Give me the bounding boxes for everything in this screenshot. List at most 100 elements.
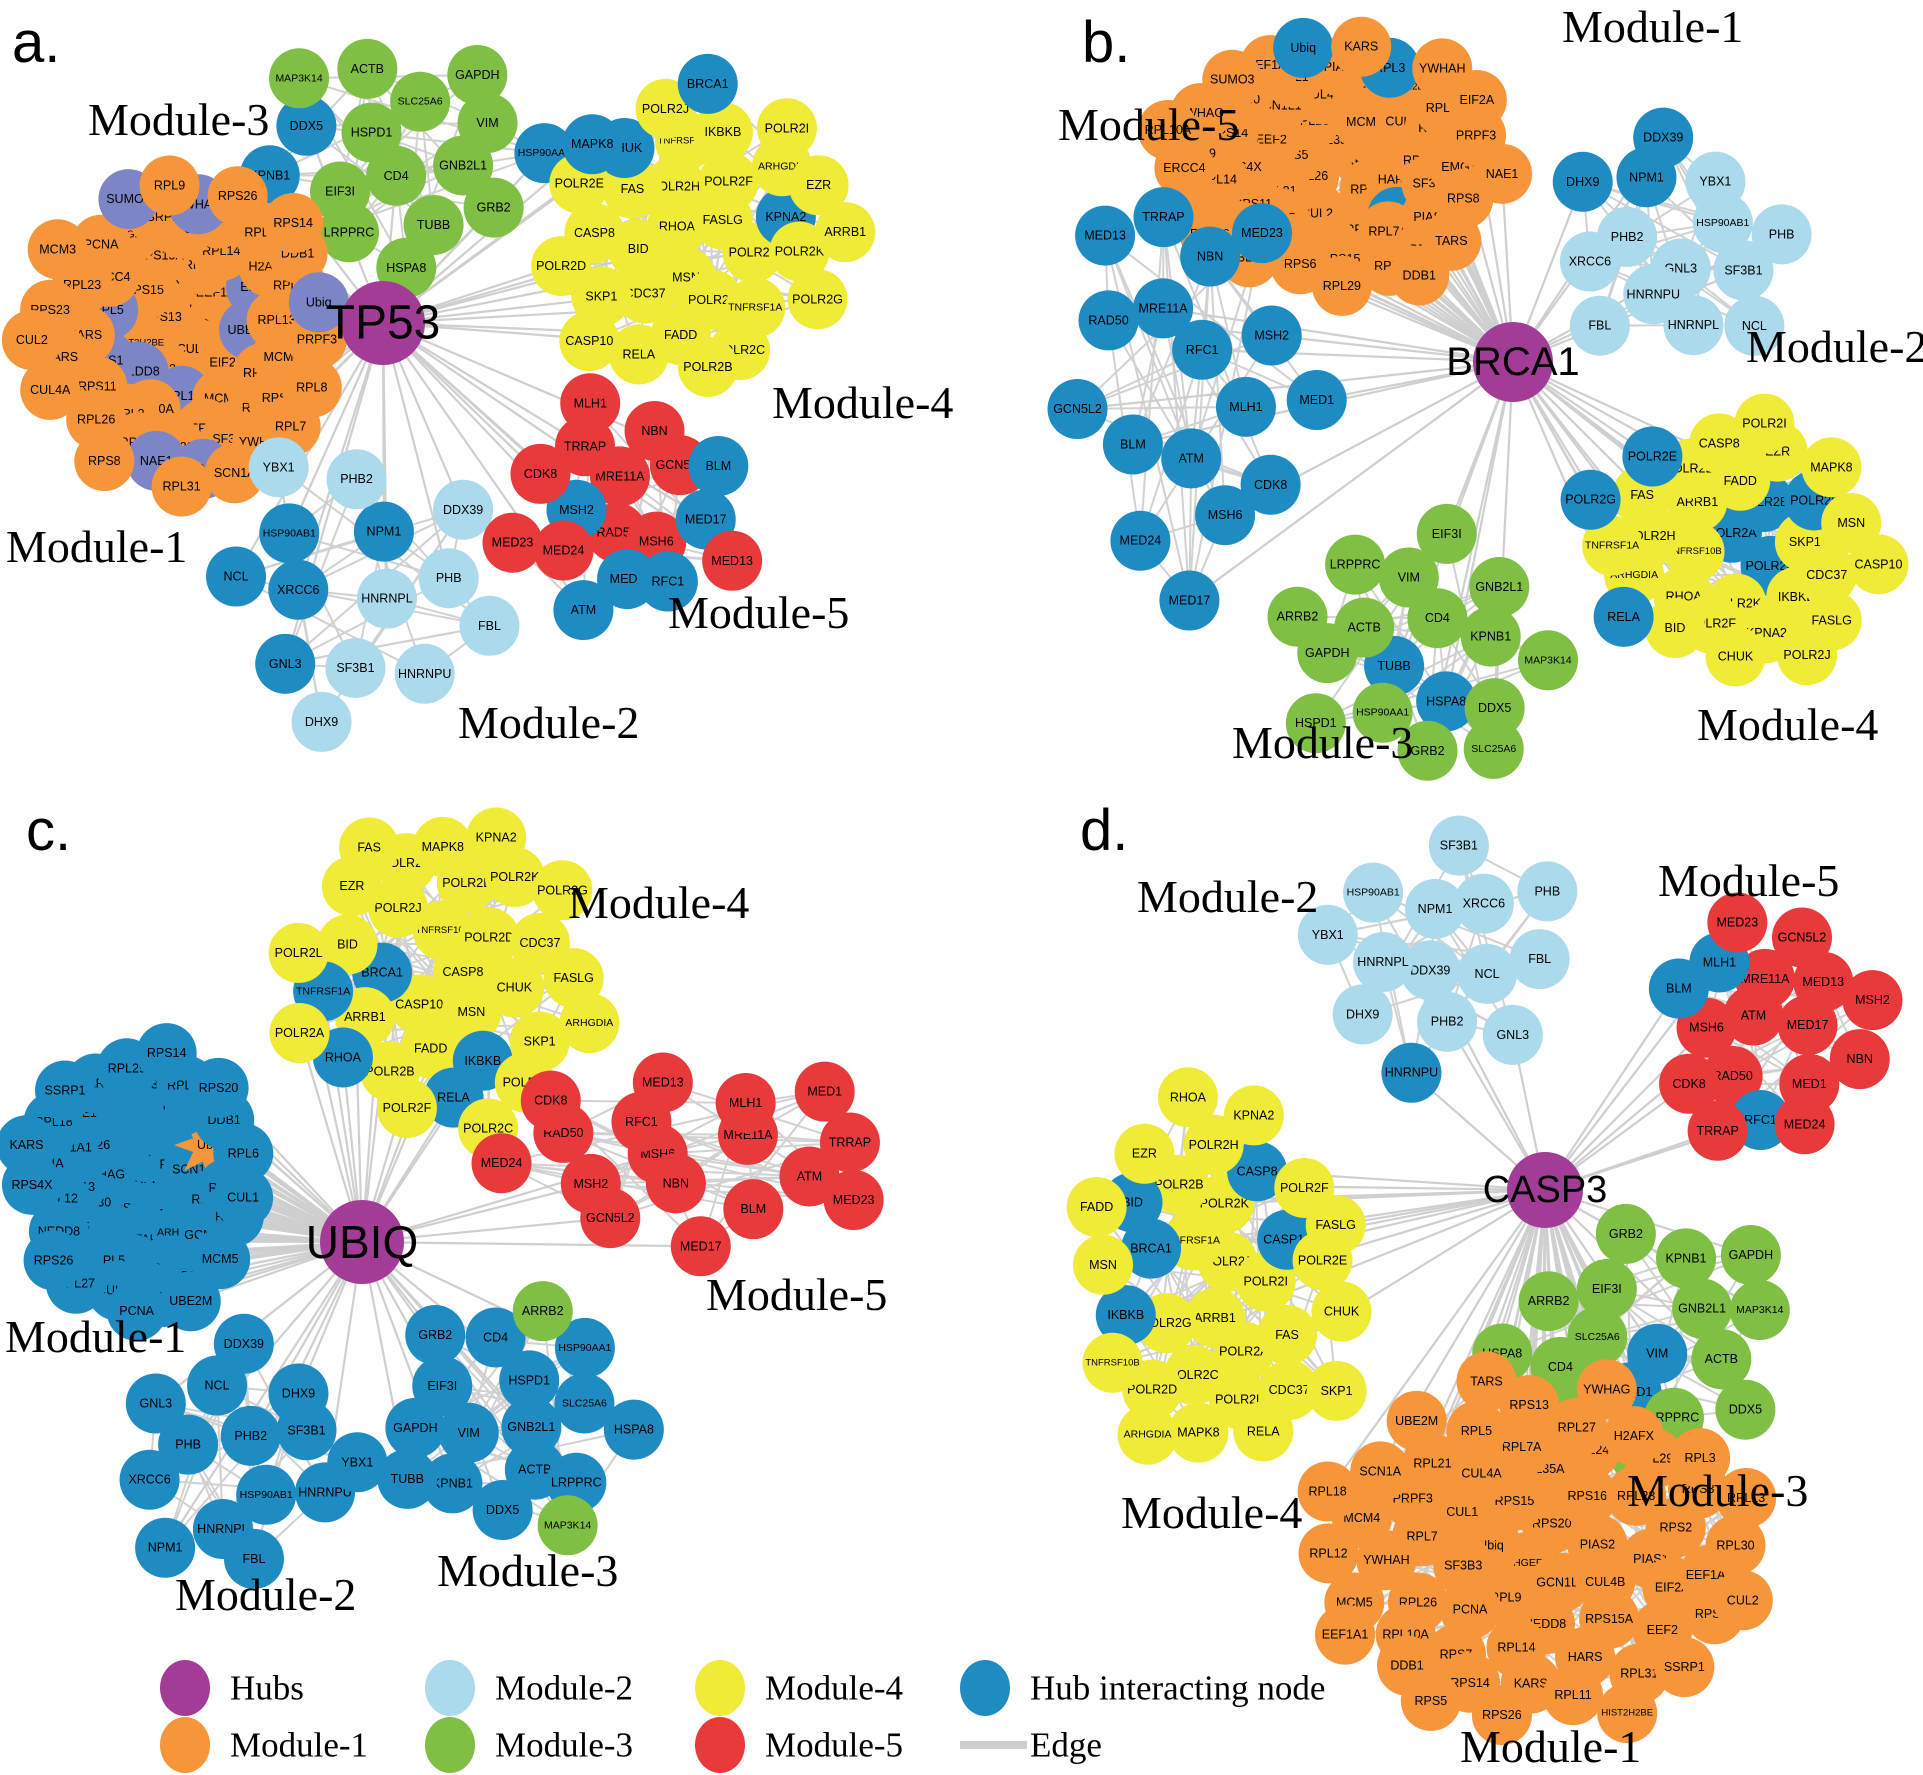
node-polr2f[interactable]: POLR2F	[698, 151, 759, 212]
node-cdc37[interactable]: CDC37	[1796, 544, 1857, 605]
node-mcm5[interactable]: MCM5	[190, 1229, 251, 1290]
node-eif2a[interactable]: EIF2A	[1446, 69, 1507, 130]
node-ncl[interactable]: NCL	[206, 546, 267, 607]
node-mapk8[interactable]: MAPK8	[1168, 1402, 1229, 1463]
node-gcn5l2[interactable]: GCN5L2	[580, 1188, 641, 1249]
node-polr2d[interactable]: POLR2D	[531, 236, 592, 297]
node-med23[interactable]: MED23	[1707, 892, 1768, 953]
node-polr2b[interactable]: POLR2B	[677, 336, 738, 397]
node-gnl3[interactable]: GNL3	[125, 1373, 186, 1434]
node-ssrp1[interactable]: SSRP1	[1654, 1637, 1715, 1698]
node-sf3b1[interactable]: SF3B1	[1713, 240, 1774, 301]
node-hnrnpu[interactable]: HNRNPU	[1381, 1042, 1442, 1103]
node-kpna2[interactable]: KPNA2	[466, 807, 527, 868]
node-hspd1[interactable]: HSPD1	[499, 1350, 560, 1411]
node-actb[interactable]: ACTB	[1691, 1329, 1752, 1390]
node-ybx1[interactable]: YBX1	[327, 1432, 388, 1493]
node-slc25a6[interactable]: SLC25A6	[1463, 718, 1524, 779]
node-polr2i[interactable]: POLR2I	[1734, 393, 1795, 454]
node-ezr[interactable]: EZR	[1114, 1123, 1175, 1184]
node-scn1a[interactable]: SCN1A	[204, 443, 265, 504]
node-actb[interactable]: ACTB	[337, 38, 398, 99]
node-kpnb1[interactable]: KPNB1	[1656, 1228, 1717, 1289]
node-hnrnpu[interactable]: HNRNPU	[394, 643, 455, 704]
node-nbn[interactable]: NBN	[1829, 1029, 1890, 1090]
node-polr2h[interactable]: POLR2H	[644, 156, 705, 217]
node-vim[interactable]: VIM	[1378, 547, 1439, 608]
node-map3k14[interactable]: MAP3K14	[537, 1495, 598, 1556]
node-eif3i[interactable]: EIF3I	[1576, 1259, 1637, 1320]
node-mcm3[interactable]: MCM3	[27, 219, 88, 280]
node-bid[interactable]: BID	[317, 914, 378, 975]
node-cul4a[interactable]: CUL4A	[20, 359, 81, 420]
node-arrb2[interactable]: ARRB2	[1267, 586, 1328, 647]
node-msh6[interactable]: MSH6	[1195, 485, 1256, 546]
node-med13[interactable]: MED13	[1793, 951, 1854, 1012]
node-cdk8[interactable]: CDK8	[520, 1070, 581, 1131]
node-lrpprc[interactable]: LRPPRC	[1325, 534, 1386, 595]
node-map3k14[interactable]: MAP3K14	[269, 48, 330, 109]
node-rela[interactable]: RELA	[608, 324, 669, 385]
node-nbn[interactable]: NBN	[645, 1153, 706, 1214]
node-rps26[interactable]: RPS26	[207, 166, 268, 227]
node-gapdh[interactable]: GAPDH	[385, 1397, 446, 1458]
node-ezr[interactable]: EZR	[788, 155, 849, 216]
node-slc25a6[interactable]: SLC25A6	[554, 1373, 615, 1434]
node-scn1a[interactable]: SCN1A	[1350, 1441, 1411, 1502]
node-rfc1[interactable]: RFC1	[1172, 319, 1233, 380]
node-med23[interactable]: MED23	[823, 1169, 884, 1230]
node-ybx1[interactable]: YBX1	[1297, 904, 1358, 965]
node-gcn5l2[interactable]: GCN5L2	[1047, 379, 1108, 440]
node-rpl31[interactable]: RPL31	[151, 456, 212, 517]
node-gnl3[interactable]: GNL3	[1482, 1004, 1543, 1065]
node-ddx5[interactable]: DDX5	[472, 1480, 533, 1541]
node-phb2[interactable]: PHB2	[326, 449, 387, 510]
node-eef1a1[interactable]: EEF1A1	[1315, 1604, 1376, 1665]
node-fbl[interactable]: FBL	[1509, 929, 1570, 990]
node-dhx9[interactable]: DHX9	[291, 691, 352, 752]
node-atm[interactable]: ATM	[553, 580, 614, 641]
node-grb2[interactable]: GRB2	[405, 1305, 466, 1366]
node-fbl[interactable]: FBL	[223, 1528, 284, 1589]
node-ube2m[interactable]: UBE2M	[1386, 1390, 1447, 1451]
node-med1[interactable]: MED1	[1286, 370, 1347, 431]
node-dhx9[interactable]: DHX9	[268, 1363, 329, 1424]
node-npm1[interactable]: NPM1	[353, 501, 414, 562]
node-sf3b1[interactable]: SF3B1	[325, 637, 386, 698]
node-atm[interactable]: ATM	[1161, 428, 1222, 489]
node-rpl12[interactable]: RPL12	[1298, 1523, 1359, 1584]
node-msh2[interactable]: MSH2	[1241, 305, 1302, 366]
hub-ubiq[interactable]: UBIQ	[306, 1200, 418, 1284]
node-vim[interactable]: VIM	[457, 92, 518, 153]
node-rpl10a[interactable]: RPL10A	[1137, 100, 1198, 161]
node-phb2[interactable]: PHB2	[220, 1405, 281, 1466]
node-rpl13[interactable]: RPL13	[1716, 1468, 1777, 1529]
node-med23[interactable]: MED23	[1232, 203, 1293, 264]
node-blm[interactable]: BLM	[688, 435, 749, 496]
node-polr2g[interactable]: POLR2G	[532, 860, 593, 921]
node-trrap[interactable]: TRRAP	[819, 1112, 880, 1173]
node-fbl[interactable]: FBL	[1569, 295, 1630, 356]
node-tnfrsf10b[interactable]: TNFRSF10B	[412, 900, 473, 961]
node-med13[interactable]: MED13	[702, 530, 763, 591]
node-cdk8[interactable]: CDK8	[510, 443, 571, 504]
node-rps8[interactable]: RPS8	[74, 431, 135, 492]
node-fas[interactable]: FAS	[339, 817, 400, 878]
node-faslg[interactable]: FASLG	[1305, 1195, 1366, 1256]
node-rpl9[interactable]: RPL9	[139, 155, 200, 216]
node-rps5[interactable]: RPS5	[1400, 1670, 1461, 1731]
node-med24[interactable]: MED24	[1110, 510, 1171, 571]
node-rpl29[interactable]: RPL29	[1311, 255, 1372, 316]
node-polr2l[interactable]: POLR2L	[268, 922, 329, 983]
node-hnrnpl[interactable]: HNRNPL	[1663, 295, 1724, 356]
node-gcn5l2[interactable]: GCN5L2	[1771, 907, 1832, 968]
node-casp8[interactable]: CASP8	[1227, 1141, 1288, 1202]
node-mapk8[interactable]: MAPK8	[562, 114, 623, 175]
node-casp8[interactable]: CASP8	[1689, 413, 1750, 474]
node-polr2g[interactable]: POLR2G	[787, 269, 848, 330]
node-npm1[interactable]: NPM1	[135, 1517, 196, 1578]
node-kpna2[interactable]: KPNA2	[1223, 1085, 1284, 1146]
node-med17[interactable]: MED17	[670, 1216, 731, 1277]
node-xrcc6[interactable]: XRCC6	[268, 559, 329, 620]
node-rps16[interactable]: RPS16	[1557, 1465, 1618, 1526]
